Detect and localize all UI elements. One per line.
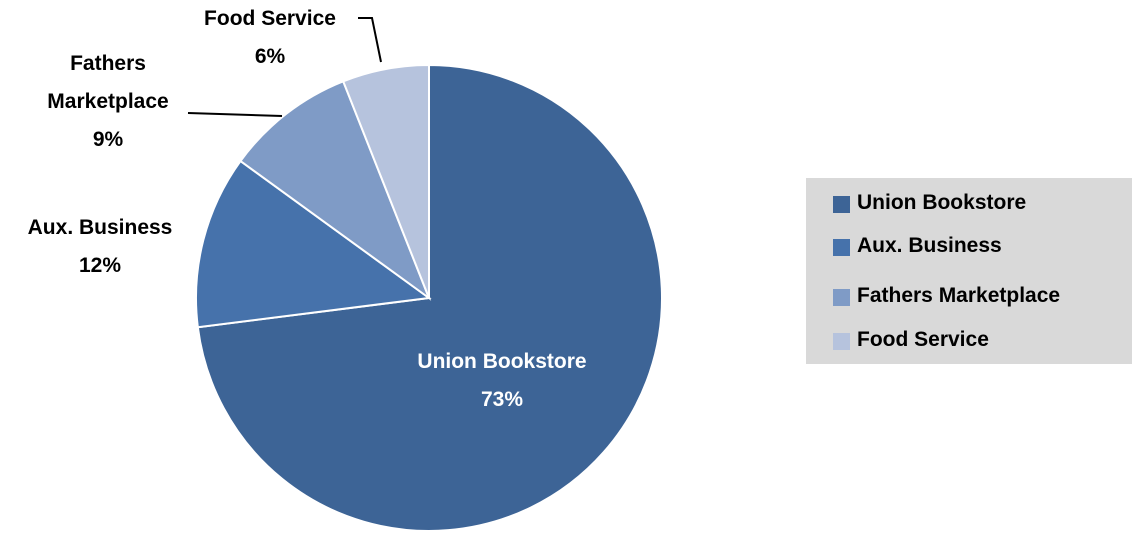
label-value: 12% bbox=[78, 254, 122, 277]
legend-label: Aux. Business bbox=[857, 234, 1002, 257]
data-label: Fathers Marketplace 9% bbox=[18, 45, 198, 159]
data-label: Aux. Business 12% bbox=[0, 209, 200, 285]
data-label: Union Bookstore 73% bbox=[352, 343, 652, 419]
label-category: Fathers Marketplace bbox=[47, 52, 169, 113]
legend-label: Food Service bbox=[857, 328, 989, 351]
legend-label: Union Bookstore bbox=[857, 191, 1027, 214]
data-label: Food Service 6% bbox=[170, 0, 370, 76]
label-category: Food Service bbox=[204, 7, 336, 30]
legend-box bbox=[806, 178, 1132, 364]
label-value: 9% bbox=[92, 128, 124, 151]
pie-slice bbox=[341, 63, 430, 299]
legend-swatch bbox=[833, 289, 850, 306]
leader-line bbox=[358, 17, 382, 63]
legend-swatch bbox=[833, 239, 850, 256]
legend-label: Fathers Marketplace bbox=[857, 284, 1061, 307]
pie-slice bbox=[239, 80, 432, 301]
leader-line bbox=[187, 112, 283, 117]
label-value: 6% bbox=[254, 45, 286, 68]
label-category: Union Bookstore bbox=[417, 350, 587, 373]
label-category: Aux. Business bbox=[27, 216, 173, 239]
legend-swatch bbox=[833, 333, 850, 350]
label-value: 73% bbox=[480, 388, 524, 411]
legend-swatch bbox=[833, 196, 850, 213]
pie-slice bbox=[195, 159, 432, 329]
